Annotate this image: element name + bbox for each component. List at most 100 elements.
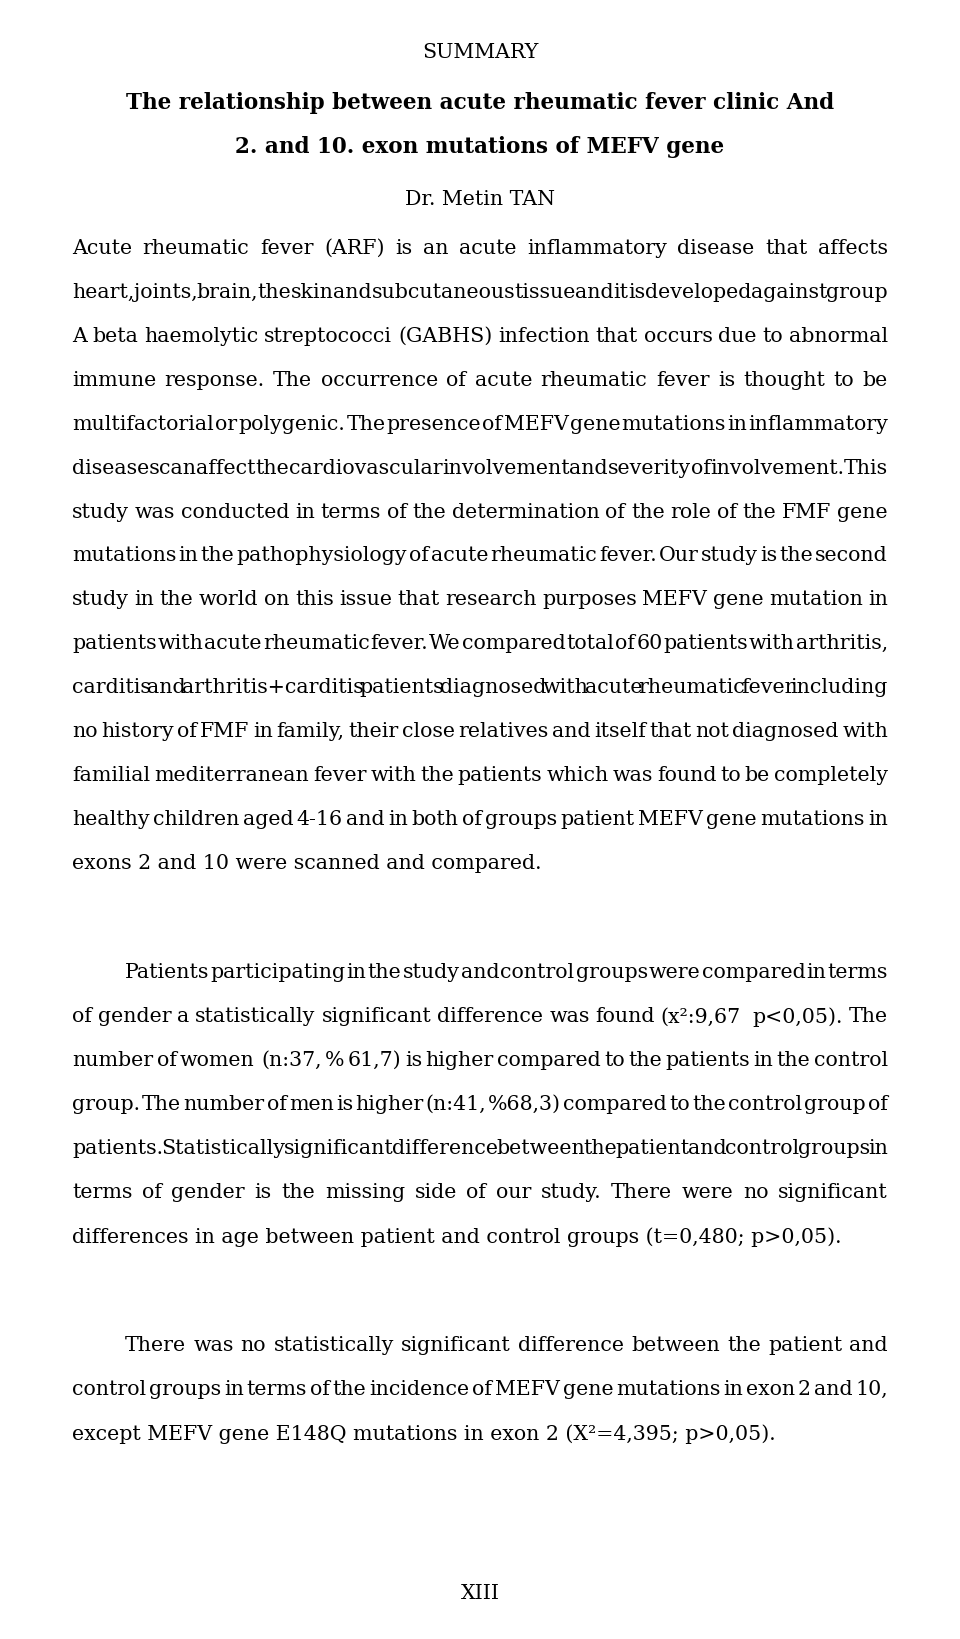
Text: gender: gender [172,1183,245,1201]
Text: group.: group. [72,1095,140,1115]
Text: gene: gene [712,590,763,610]
Text: and: and [461,964,499,982]
Text: the: the [420,765,454,785]
Text: participating: participating [210,964,346,982]
Text: the: the [413,503,446,521]
Text: mutations: mutations [760,810,865,829]
Text: disease: disease [678,239,755,257]
Text: was: was [612,765,653,785]
Text: of: of [606,503,625,521]
Text: (x²:9,67: (x²:9,67 [660,1008,741,1026]
Text: to: to [605,1051,625,1070]
Text: streptococci: streptococci [264,326,393,346]
Text: conducted: conducted [180,503,289,521]
Text: statistically: statistically [196,1008,316,1026]
Text: was: was [193,1336,233,1355]
Text: and: and [850,1336,888,1355]
Text: in: in [388,810,408,829]
Text: occurrence: occurrence [321,370,438,390]
Text: compared: compared [702,964,805,982]
Text: acute: acute [204,634,262,654]
Text: and: and [569,459,608,477]
Text: significant: significant [401,1336,511,1355]
Text: mediterranean: mediterranean [154,765,309,785]
Text: in: in [868,1139,888,1159]
Text: polygenic.: polygenic. [238,415,345,434]
Text: of: of [142,1183,162,1201]
Text: severity: severity [608,459,691,477]
Text: in: in [754,1051,774,1070]
Text: is: is [336,1095,353,1115]
Text: that: that [595,326,637,346]
Text: and: and [333,284,372,302]
Text: fever: fever [313,765,367,785]
Text: %: % [325,1051,345,1070]
Text: the: the [368,964,401,982]
Text: in: in [295,503,315,521]
Text: an: an [422,239,448,257]
Text: patients: patients [665,1051,750,1070]
Text: the: the [258,284,292,302]
Text: except MEFV gene E148Q mutations in exon 2 (X²=4,395; p>0,05).: except MEFV gene E148Q mutations in exon… [72,1424,776,1444]
Text: and: and [814,1380,852,1400]
Text: is: is [254,1183,272,1201]
Text: purposes: purposes [542,590,636,610]
Text: patients.: patients. [72,1139,163,1159]
Text: in: in [347,964,367,982]
Text: found: found [657,765,716,785]
Text: response.: response. [165,370,265,390]
Text: of: of [72,1008,92,1026]
Text: XIII: XIII [461,1583,499,1603]
Text: involvement.: involvement. [710,459,844,477]
Text: developed: developed [645,284,751,302]
Text: no: no [241,1336,266,1355]
Text: terms: terms [247,1380,307,1400]
Text: women: women [180,1051,254,1070]
Text: in: in [868,590,888,610]
Text: MEFV: MEFV [642,590,708,610]
Text: 4-16: 4-16 [297,810,343,829]
Text: inflammatory: inflammatory [748,415,888,434]
Text: thought: thought [743,370,826,390]
Text: number: number [183,1095,265,1115]
Text: second: second [815,546,888,565]
Text: or: or [215,415,237,434]
Text: aged: aged [243,810,294,829]
Text: no: no [743,1183,769,1201]
Text: gene: gene [563,1380,613,1400]
Text: and: and [552,723,590,741]
Text: FMF: FMF [201,723,250,741]
Text: the: the [777,1051,810,1070]
Text: fever: fever [741,679,795,697]
Text: 10,: 10, [855,1380,888,1400]
Text: mutations: mutations [616,1380,721,1400]
Text: acute: acute [475,370,532,390]
Text: of: of [177,723,197,741]
Text: the: the [332,1380,367,1400]
Text: the: the [692,1095,726,1115]
Text: in: in [134,590,155,610]
Text: immune: immune [72,370,156,390]
Text: the: the [631,503,664,521]
Text: to: to [762,326,783,346]
Text: world: world [199,590,258,610]
Text: Our: Our [660,546,699,565]
Text: men: men [289,1095,334,1115]
Text: subcutaneous: subcutaneous [372,284,516,302]
Text: (ARF): (ARF) [324,239,385,257]
Text: Dr. Metin TAN: Dr. Metin TAN [405,190,555,208]
Text: were: were [682,1183,733,1201]
Text: involvement: involvement [443,459,569,477]
Text: healthy: healthy [72,810,150,829]
Text: of: of [267,1095,287,1115]
Text: affect: affect [196,459,255,477]
Text: tissue: tissue [515,284,576,302]
Text: (n:37,: (n:37, [261,1051,322,1070]
Text: be: be [863,370,888,390]
Text: Statistically: Statistically [161,1139,285,1159]
Text: research: research [445,590,537,610]
Text: study: study [701,546,758,565]
Text: that: that [649,723,691,741]
Text: between: between [631,1336,720,1355]
Text: between: between [496,1139,585,1159]
